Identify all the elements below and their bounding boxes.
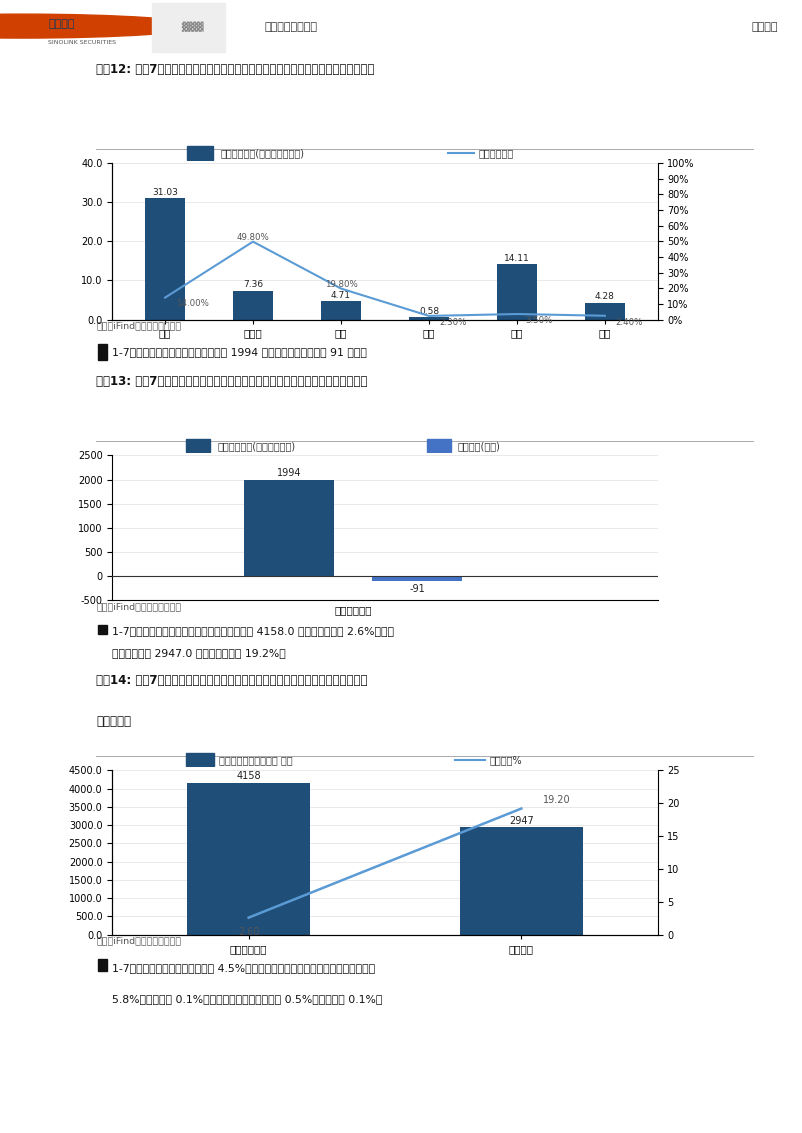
- Text: 2.60: 2.60: [238, 928, 259, 937]
- Bar: [187, 146, 213, 160]
- Circle shape: [0, 14, 199, 39]
- Text: 7.36: 7.36: [243, 280, 263, 289]
- Text: 国金证券: 国金证券: [48, 19, 75, 29]
- Text: 2.30%: 2.30%: [439, 317, 467, 326]
- Text: 1-7月份，全国主要发电企业电源工程完成投资 4158.0 亿元，同比增长 2.6%。电网: 1-7月份，全国主要发电企业电源工程完成投资 4158.0 亿元，同比增长 2.…: [112, 625, 395, 636]
- Text: 31.03: 31.03: [152, 188, 178, 197]
- Text: 来源：iFind、国金证券研究所: 来源：iFind、国金证券研究所: [96, 322, 181, 330]
- Text: 5.8%，环比增长 0.1%；水电发电累计厂用电率为 0.5%，环比下降 0.1%。: 5.8%，环比增长 0.1%；水电发电累计厂用电率为 0.5%，环比下降 0.1…: [112, 994, 383, 1004]
- Bar: [244, 480, 334, 577]
- Text: 14.00%: 14.00%: [176, 299, 209, 307]
- Text: 4158: 4158: [237, 772, 261, 782]
- Text: 平均利用小时(累计值，小时): 平均利用小时(累计值，小时): [217, 441, 295, 451]
- Text: ▓▓▓: ▓▓▓: [181, 22, 204, 33]
- Text: 49.80%: 49.80%: [237, 233, 269, 242]
- Text: 扫码获取更多服务: 扫码获取更多服务: [265, 23, 318, 32]
- Text: 发电装机容量(累计值，亿千瓦): 发电装机容量(累计值，亿千瓦): [221, 148, 305, 157]
- Text: 图表12: 截止7月底，全国及细分领域累计发电装机容量（左轴）和同比增长（右轴）: 图表12: 截止7月底，全国及细分领域累计发电装机容量（左轴）和同比增长（右轴）: [96, 63, 375, 76]
- Text: 工程完成投资 2947.0 亿元，同比增长 19.2%。: 工程完成投资 2947.0 亿元，同比增长 19.2%。: [112, 648, 286, 658]
- Bar: [372, 577, 462, 581]
- Text: 2947: 2947: [509, 816, 533, 826]
- Text: 7: 7: [769, 1096, 778, 1109]
- Text: 1-7月份，全国发电设备累计平均利用 1994 小时，比上年同期减少 91 小时。: 1-7月份，全国发电设备累计平均利用 1994 小时，比上年同期减少 91 小时…: [112, 348, 367, 357]
- Text: 19.80%: 19.80%: [325, 280, 358, 289]
- Bar: [409, 317, 449, 320]
- Text: 图表13: 截至7月底，全国及细分领域发电设备累计平均利用小时数及同期增减对比: 图表13: 截至7月底，全国及细分领域发电设备累计平均利用小时数及同期增减对比: [96, 375, 367, 389]
- Bar: [186, 753, 213, 766]
- Text: 来源：iFind、国金证券研究所: 来源：iFind、国金证券研究所: [96, 937, 181, 945]
- Text: 0.58: 0.58: [419, 307, 439, 316]
- Bar: [152, 2, 225, 52]
- Bar: [98, 344, 107, 360]
- Bar: [233, 291, 273, 320]
- Text: 2.40%: 2.40%: [615, 317, 642, 326]
- Text: 累计同比增长: 累计同比增长: [479, 148, 514, 157]
- Text: 4.28: 4.28: [595, 292, 615, 301]
- Text: 速（右轴）: 速（右轴）: [96, 716, 132, 729]
- Bar: [460, 827, 583, 935]
- Text: 19.20: 19.20: [543, 795, 571, 806]
- Bar: [585, 303, 625, 320]
- Text: 1994: 1994: [277, 468, 301, 478]
- Bar: [145, 198, 184, 320]
- Text: 3.50%: 3.50%: [525, 316, 553, 325]
- Text: 1-7月，全国发电累计厂用电率为 4.5%，环比无变化。其中火电发电累计厂用电率为: 1-7月，全国发电累计厂用电率为 4.5%，环比无变化。其中火电发电累计厂用电率…: [112, 963, 375, 973]
- Text: 同期增减(小时): 同期增减(小时): [458, 441, 500, 451]
- Bar: [188, 783, 310, 935]
- Bar: [98, 959, 107, 971]
- Bar: [186, 440, 210, 452]
- Text: 图表14: 截止7月底，全国主要发电企业、电网工程投资完成额度（左轴）及同比增: 图表14: 截止7月底，全国主要发电企业、电网工程投资完成额度（左轴）及同比增: [96, 674, 368, 688]
- Bar: [98, 624, 107, 633]
- Text: SINOLINK SECURITIES: SINOLINK SECURITIES: [48, 40, 116, 45]
- Text: 同比增速%: 同比增速%: [490, 755, 522, 765]
- Bar: [497, 264, 537, 320]
- Text: 4.71: 4.71: [331, 290, 351, 299]
- Text: 14.11: 14.11: [504, 254, 530, 263]
- Text: 敬请参阅最后一页特别声明: 敬请参阅最后一页特别声明: [321, 1072, 401, 1082]
- Text: 来源：iFind、国金证券研究所: 来源：iFind、国金证券研究所: [96, 603, 181, 611]
- Bar: [427, 440, 451, 452]
- Text: 行业周报: 行业周报: [751, 23, 778, 32]
- Text: -91: -91: [409, 583, 425, 594]
- Bar: [321, 301, 361, 320]
- Text: 电源工程投资完成额度 亿元: 电源工程投资完成额度 亿元: [219, 755, 293, 765]
